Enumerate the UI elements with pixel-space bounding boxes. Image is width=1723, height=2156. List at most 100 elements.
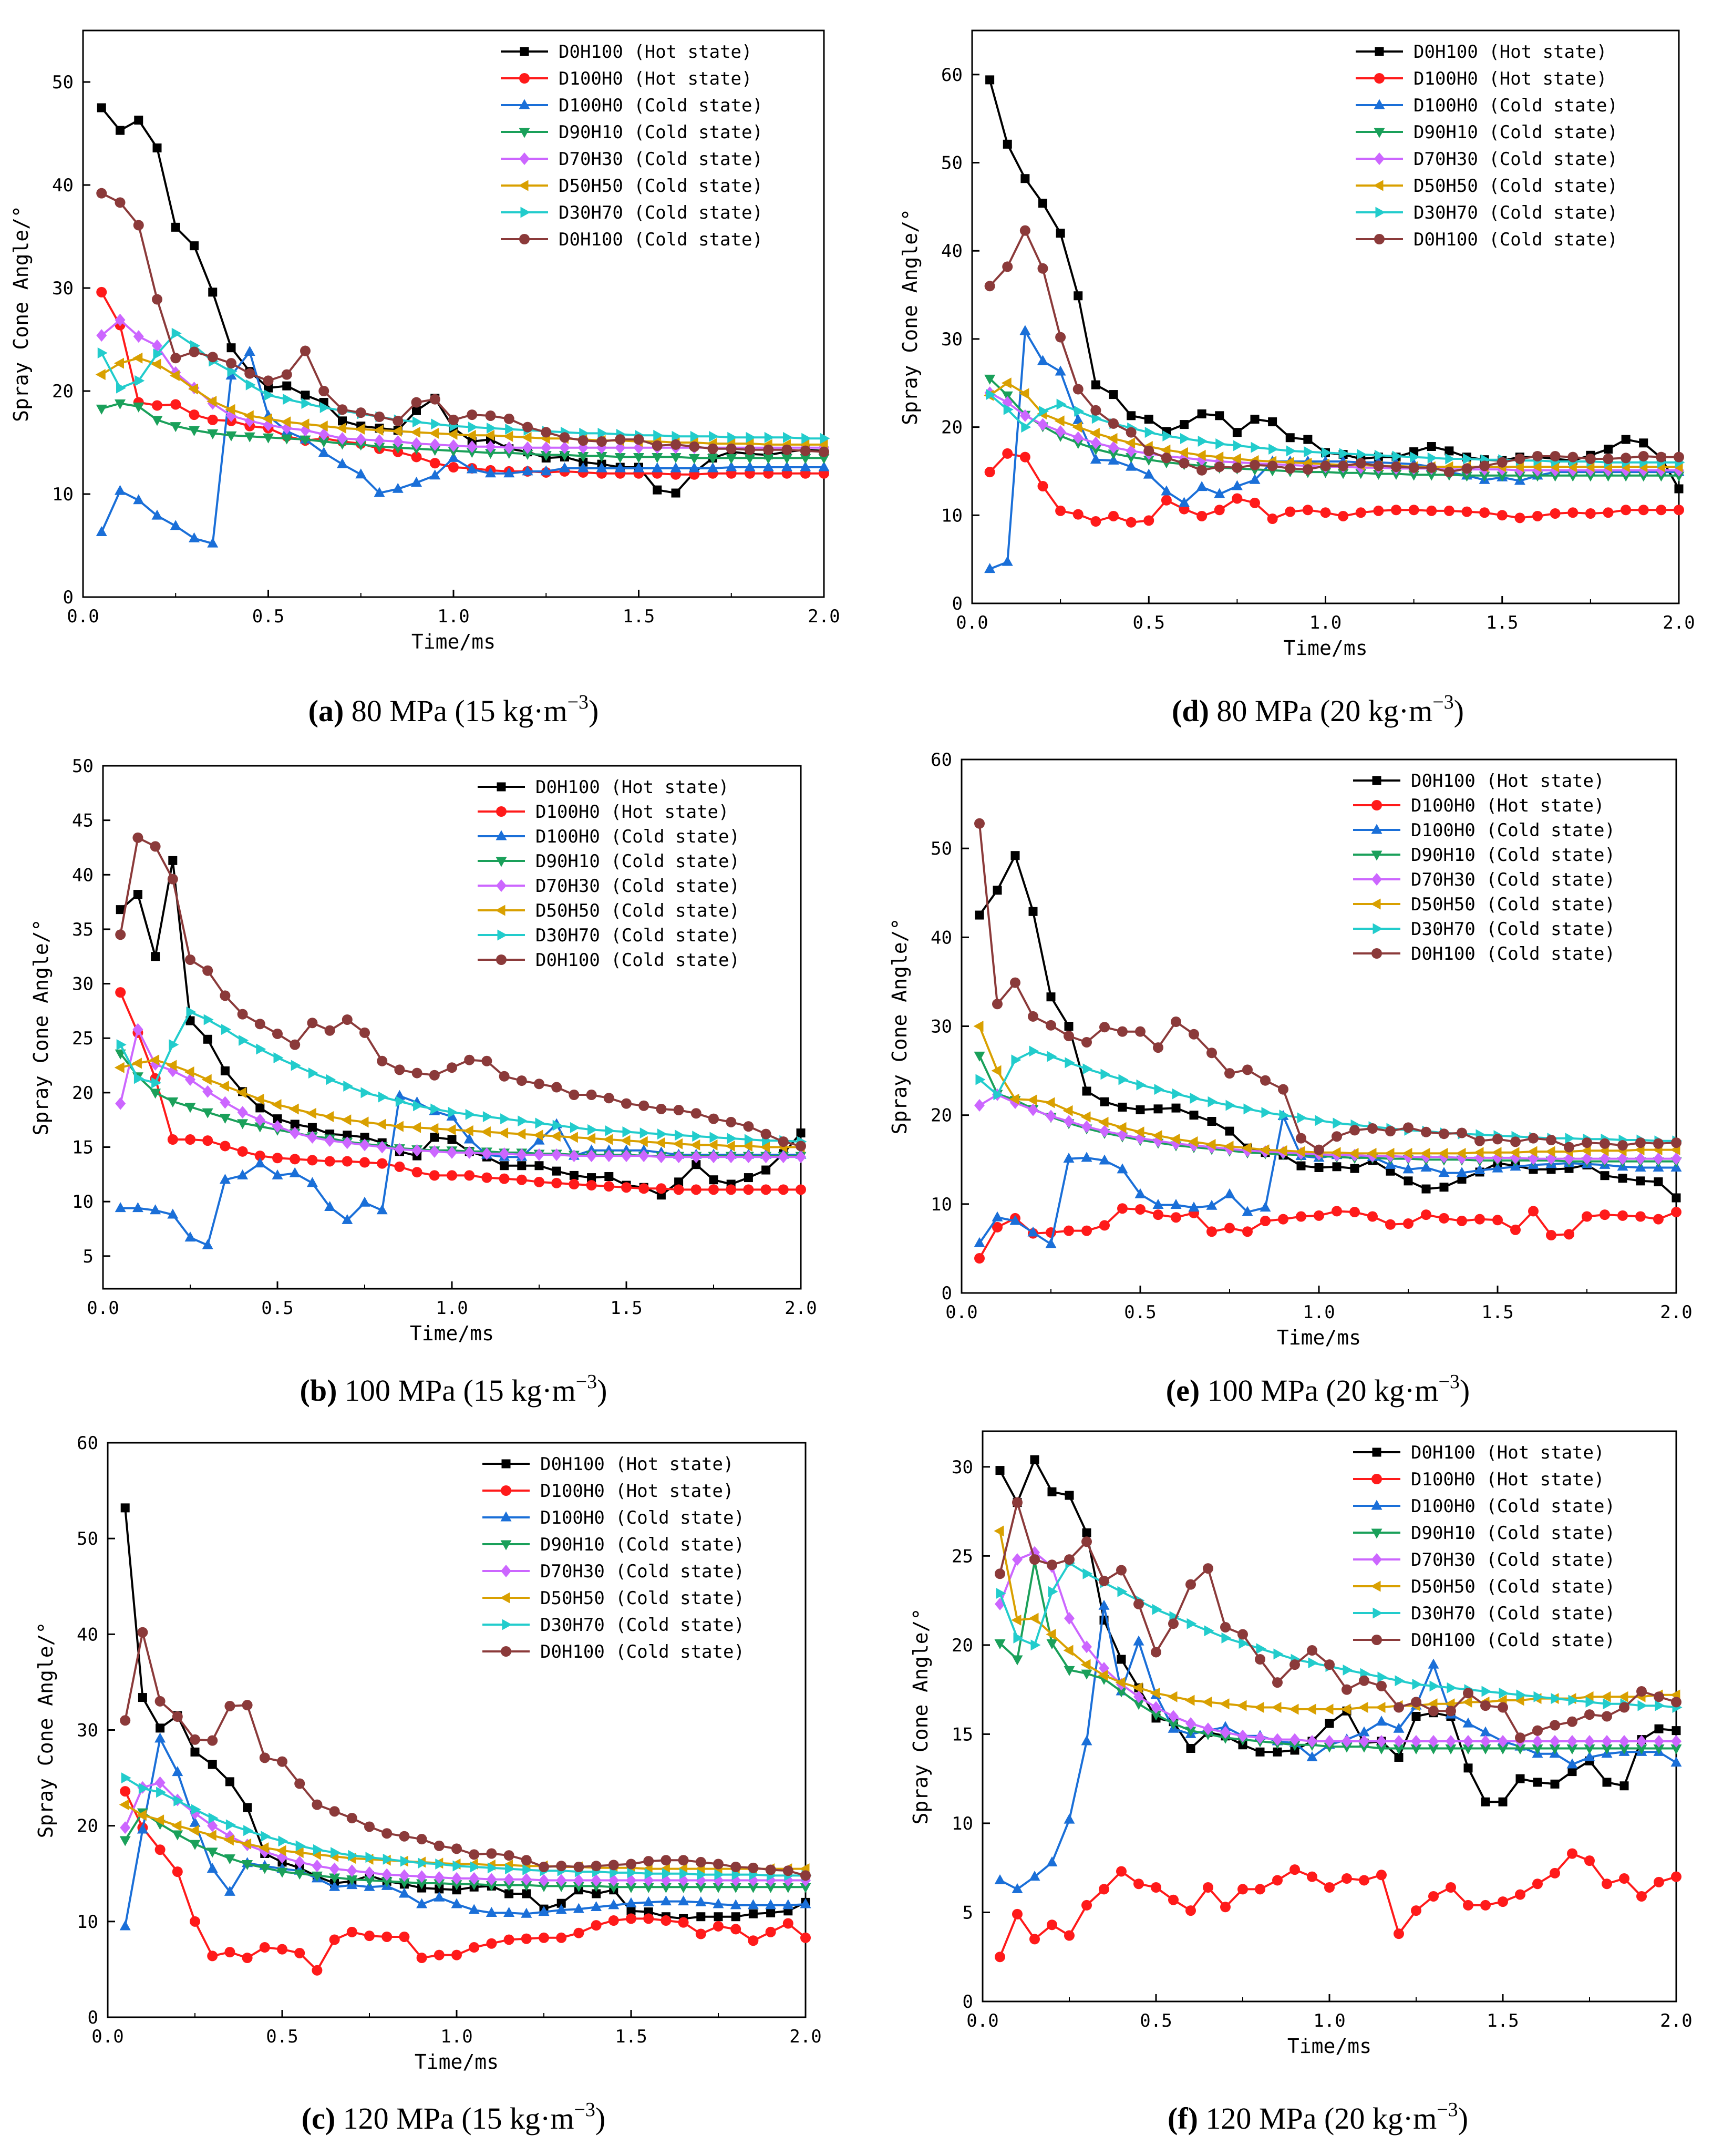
data-point [1463, 1734, 1473, 1748]
data-point [1550, 1734, 1560, 1748]
data-point [1314, 1210, 1324, 1221]
data-point [1638, 471, 1649, 482]
data-point [1178, 447, 1188, 458]
data-point [1029, 1045, 1039, 1057]
data-point [644, 1868, 655, 1880]
data-point [597, 427, 608, 439]
legend-label: D50H50 (Cold state) [535, 900, 740, 921]
data-point [744, 1134, 755, 1145]
data-point [556, 1861, 567, 1872]
data-point [1150, 1710, 1162, 1721]
data-point [551, 1082, 562, 1093]
data-point [633, 434, 644, 445]
data-point [995, 1952, 1005, 1963]
data-point [1109, 390, 1118, 399]
data-point [762, 454, 774, 464]
series-line [119, 1028, 801, 1158]
data-point [1618, 1744, 1630, 1755]
data-point [1320, 507, 1331, 518]
data-point [1480, 1744, 1491, 1755]
data-point [1063, 1153, 1075, 1163]
data-point [137, 1823, 148, 1834]
x-tick-label: 1.5 [1481, 1302, 1513, 1323]
data-point [399, 1931, 410, 1942]
data-point [1324, 1882, 1335, 1893]
data-point [312, 1860, 323, 1873]
data-point [207, 1863, 218, 1873]
data-point [573, 1874, 584, 1887]
data-point [1288, 1703, 1299, 1715]
data-point [1393, 1744, 1405, 1755]
data-point [312, 1799, 323, 1810]
data-point [1567, 1734, 1577, 1748]
series-line [989, 382, 1679, 468]
x-tick-label: 1.5 [610, 1298, 642, 1319]
data-point [1081, 1120, 1092, 1133]
data-point [486, 1881, 497, 1892]
series-2 [115, 987, 806, 1195]
data-point [1279, 1110, 1289, 1121]
data-point [331, 1847, 341, 1859]
legend-label: D100H0 (Cold state) [559, 95, 763, 116]
data-point [1144, 415, 1153, 424]
data-point [115, 197, 126, 208]
data-point [500, 1113, 511, 1125]
data-point [660, 1883, 672, 1893]
data-point [625, 1883, 637, 1893]
data-point [306, 1107, 316, 1119]
data-point [1394, 1702, 1404, 1713]
data-point [1062, 1105, 1073, 1116]
data-point [434, 1840, 445, 1851]
data-point [1012, 1883, 1023, 1893]
y-tick-label: 50 [52, 72, 74, 93]
data-point [503, 1881, 515, 1892]
data-point [138, 1693, 147, 1702]
caption-close: ) [1460, 1373, 1470, 1408]
data-point [1272, 1677, 1283, 1688]
data-point [973, 1021, 984, 1032]
data-point [185, 954, 195, 965]
data-point [708, 1184, 719, 1195]
legend-label: D90H10 (Cold state) [1411, 845, 1615, 866]
legend-marker [520, 207, 531, 218]
series-line [978, 854, 1677, 1199]
data-point [1012, 1655, 1023, 1666]
data-point [975, 1074, 986, 1085]
data-point [1463, 1763, 1473, 1773]
data-point [1133, 1598, 1144, 1609]
data-point [220, 1066, 230, 1075]
data-point [1603, 471, 1614, 482]
legend-label: D90H10 (Cold state) [1414, 122, 1618, 143]
data-point [708, 1113, 719, 1124]
data-point [522, 441, 533, 454]
legend-label: D0H100 (Cold state) [1411, 943, 1615, 964]
data-point [1498, 1702, 1508, 1713]
data-point [555, 1904, 567, 1914]
data-point [399, 1831, 410, 1842]
data-point [359, 1027, 370, 1038]
data-point [1497, 510, 1508, 521]
data-point [626, 1913, 636, 1924]
data-point [294, 1778, 305, 1789]
data-point [1185, 1717, 1196, 1730]
data-point [707, 1139, 718, 1151]
series-8 [96, 188, 829, 457]
plot-frame [961, 758, 1677, 1294]
data-point [730, 1899, 741, 1909]
data-point [150, 1089, 161, 1099]
data-point [301, 391, 310, 400]
data-point [726, 443, 737, 454]
data-point [1271, 1702, 1282, 1713]
data-point [633, 453, 644, 463]
data-point [1126, 453, 1137, 464]
data-point [167, 1060, 177, 1071]
x-axis-label: Time/ms [1277, 1326, 1361, 1349]
data-point [1366, 1147, 1377, 1159]
caption-close: ) [595, 2101, 605, 2136]
data-point [1635, 1152, 1646, 1165]
data-point [627, 1867, 637, 1878]
data-point [355, 424, 365, 435]
data-point [207, 414, 218, 425]
data-point [1056, 229, 1065, 238]
data-point [1171, 1103, 1181, 1113]
